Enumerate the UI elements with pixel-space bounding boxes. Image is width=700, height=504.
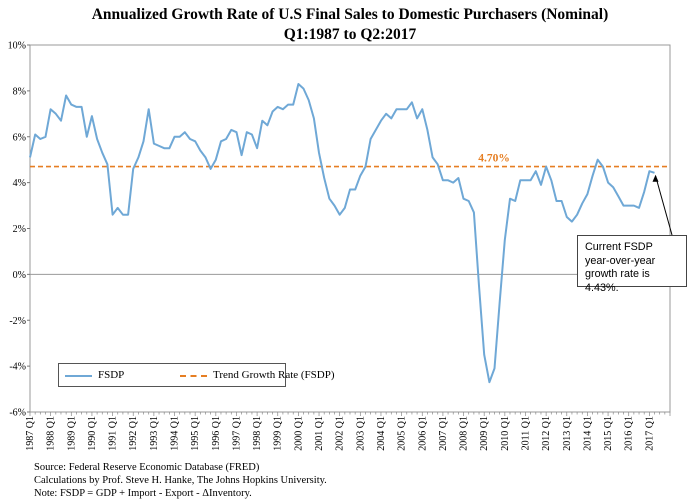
- plot-frame: [29, 44, 671, 413]
- legend-swatch-fsdp: [65, 375, 92, 377]
- note-source: Source: Federal Reserve Economic Databas…: [34, 462, 260, 473]
- callout-arrowhead: [652, 174, 659, 182]
- y-tick-label: -6%: [9, 408, 26, 419]
- x-tick-label: 2013 Q1: [562, 416, 573, 451]
- x-tick-label: 1996 Q1: [211, 416, 222, 451]
- fsdp-series-line: [29, 83, 655, 384]
- y-tick-label: 10%: [8, 41, 26, 52]
- note-definition: Note: FSDP = GDP + Import - Export - ΔIn…: [34, 488, 252, 499]
- x-tick-label: 1999 Q1: [273, 416, 284, 451]
- source-notes: Source: Federal Reserve Economic Databas…: [34, 461, 327, 500]
- x-tick-label: 1989 Q1: [66, 416, 77, 451]
- x-tick-label: 1990 Q1: [87, 416, 98, 451]
- x-tick-label: 2007 Q1: [438, 416, 449, 451]
- x-tick-label: 1995 Q1: [190, 416, 201, 451]
- legend-label-fsdp: FSDP: [98, 369, 125, 381]
- x-tick-label: 1993 Q1: [149, 416, 160, 451]
- x-tick-label: 1997 Q1: [231, 416, 242, 451]
- chart-legend: FSDP Trend Growth Rate (FSDP): [58, 363, 335, 387]
- x-tick-label: 2012 Q1: [541, 416, 552, 451]
- x-tick-label: 2010 Q1: [500, 416, 511, 451]
- x-tick-label: 1998 Q1: [252, 416, 263, 451]
- x-tick-label: 2008 Q1: [459, 416, 470, 451]
- x-tick-label: 1994 Q1: [170, 416, 181, 451]
- x-tick-label: 1992 Q1: [128, 416, 139, 451]
- x-tick-label: 2015 Q1: [603, 416, 614, 451]
- y-tick-label: 6%: [13, 132, 26, 143]
- x-tick-label: 2006 Q1: [417, 416, 428, 451]
- x-tick-label: 1988 Q1: [46, 416, 57, 451]
- x-tick-label: 2003 Q1: [355, 416, 366, 451]
- callout-pointer: [655, 175, 673, 236]
- x-tick-label: 2005 Q1: [397, 416, 408, 451]
- y-tick-label: 2%: [13, 224, 26, 235]
- x-tick-label: 2017 Q1: [644, 416, 655, 451]
- x-tick-label: 2002 Q1: [335, 416, 346, 451]
- x-tick-label: 1991 Q1: [108, 416, 119, 451]
- x-tick-label: 1987 Q1: [25, 416, 36, 451]
- legend-label-trend: Trend Growth Rate (FSDP): [213, 369, 335, 381]
- y-tick-label: 0%: [13, 270, 26, 281]
- x-tick-label: 2000 Q1: [293, 416, 304, 451]
- x-tick-label: 2011 Q1: [520, 416, 531, 450]
- y-tick-label: 8%: [13, 86, 26, 97]
- chart-subtitle: Q1:1987 to Q2:2017: [283, 26, 417, 43]
- legend-swatch-trend: [180, 375, 207, 377]
- y-tick-label: 4%: [13, 178, 26, 189]
- trend-label: 4.70%: [478, 153, 510, 165]
- y-tick-label: -4%: [9, 362, 26, 373]
- x-tick-label: 2001 Q1: [314, 416, 325, 451]
- x-tick-label: 2014 Q1: [582, 416, 593, 451]
- x-tick-label: 2004 Q1: [376, 416, 387, 451]
- x-tick-label: 2016 Q1: [624, 416, 635, 451]
- note-calculations: Calculations by Prof. Steve H. Hanke, Th…: [34, 475, 327, 486]
- chart-title: Annualized Growth Rate of U.S Final Sale…: [91, 6, 609, 23]
- annotation-callout: Current FSDP year-over-year growth rate …: [577, 235, 687, 294]
- y-tick-label: -2%: [9, 316, 26, 327]
- x-tick-label: 2009 Q1: [479, 416, 490, 451]
